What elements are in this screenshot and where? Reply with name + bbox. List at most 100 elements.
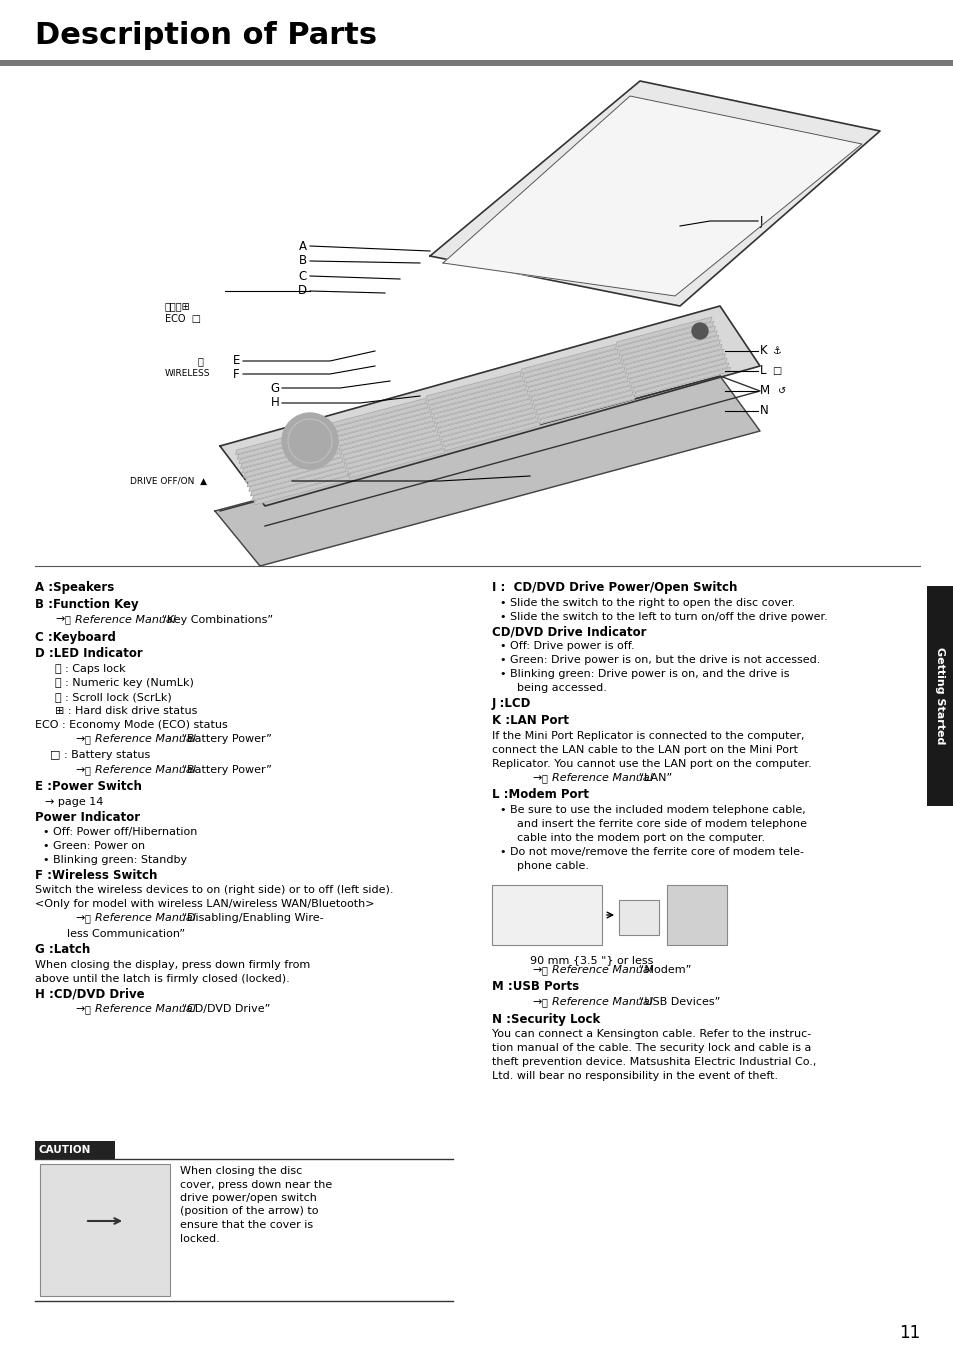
- Polygon shape: [534, 381, 630, 411]
- Polygon shape: [520, 345, 617, 374]
- Text: ⧉: ⧉: [85, 913, 91, 924]
- Text: F :Wireless Switch: F :Wireless Switch: [35, 869, 157, 882]
- Polygon shape: [337, 416, 434, 446]
- Text: ⚓: ⚓: [771, 346, 780, 357]
- Polygon shape: [525, 358, 621, 388]
- Text: Reference Manual: Reference Manual: [95, 735, 195, 744]
- Text: Ⓢ : Scroll lock (ScrLk): Ⓢ : Scroll lock (ScrLk): [55, 692, 172, 703]
- Polygon shape: [620, 331, 717, 361]
- Text: • Slide the switch to the left to turn on/off the drive power.: • Slide the switch to the left to turn o…: [499, 612, 827, 621]
- Text: ⧉: ⧉: [85, 735, 91, 744]
- Text: theft prevention device. Matsushita Electric Industrial Co.,: theft prevention device. Matsushita Elec…: [492, 1058, 816, 1067]
- Text: Ltd. will bear no responsibility in the event of theft.: Ltd. will bear no responsibility in the …: [492, 1071, 778, 1081]
- Text: Ⓝ : Numeric key (NumLk): Ⓝ : Numeric key (NumLk): [55, 678, 193, 688]
- Polygon shape: [425, 372, 521, 401]
- Text: • Off: Power off/Hibernation: • Off: Power off/Hibernation: [43, 827, 197, 836]
- Text: “Disabling/Enabling Wire-: “Disabling/Enabling Wire-: [178, 913, 323, 924]
- Polygon shape: [522, 349, 618, 378]
- Text: I: I: [286, 474, 290, 488]
- Text: You can connect a Kensington cable. Refer to the instruc-: You can connect a Kensington cable. Refe…: [492, 1029, 810, 1039]
- Text: • Be sure to use the included modem telephone cable,: • Be sure to use the included modem tele…: [499, 805, 805, 815]
- Bar: [492, 885, 601, 944]
- Polygon shape: [436, 403, 533, 432]
- Text: When closing the disc: When closing the disc: [180, 1166, 302, 1175]
- Polygon shape: [530, 372, 626, 401]
- Polygon shape: [443, 422, 539, 451]
- Text: ⧉: ⧉: [541, 965, 547, 975]
- Polygon shape: [623, 340, 720, 370]
- Polygon shape: [247, 457, 343, 486]
- Polygon shape: [432, 389, 528, 419]
- Polygon shape: [253, 476, 350, 505]
- Text: cover, press down near the: cover, press down near the: [180, 1179, 332, 1189]
- Text: C: C: [298, 269, 307, 282]
- Polygon shape: [632, 363, 728, 392]
- Text: “LAN”: “LAN”: [635, 773, 672, 782]
- Text: □ : Battery status: □ : Battery status: [50, 750, 150, 759]
- Text: K: K: [760, 345, 767, 358]
- Polygon shape: [251, 466, 347, 496]
- Text: • Off: Drive power is off.: • Off: Drive power is off.: [499, 642, 634, 651]
- Polygon shape: [239, 434, 335, 463]
- Text: J :LCD: J :LCD: [492, 697, 531, 711]
- Polygon shape: [537, 390, 633, 419]
- Text: ⏻: ⏻: [197, 357, 203, 366]
- Text: ⧉: ⧉: [541, 997, 547, 1008]
- Text: “CD/DVD Drive”: “CD/DVD Drive”: [178, 1005, 271, 1015]
- Text: • Green: Drive power is on, but the drive is not accessed.: • Green: Drive power is on, but the driv…: [499, 655, 820, 665]
- Polygon shape: [338, 422, 435, 450]
- Text: ⊞ : Hard disk drive status: ⊞ : Hard disk drive status: [55, 707, 197, 716]
- Text: WIRELESS: WIRELESS: [165, 370, 211, 378]
- Text: B :Function Key: B :Function Key: [35, 597, 138, 611]
- Text: L: L: [760, 365, 765, 377]
- Polygon shape: [332, 403, 428, 432]
- Text: ⒶⓃⓈ⊞: ⒶⓃⓈ⊞: [165, 301, 191, 311]
- Circle shape: [691, 323, 707, 339]
- Text: cable into the modem port on the computer.: cable into the modem port on the compute…: [510, 834, 764, 843]
- Bar: [618, 900, 659, 935]
- Text: “Battery Power”: “Battery Power”: [178, 765, 272, 775]
- Polygon shape: [430, 81, 879, 305]
- Polygon shape: [538, 394, 635, 424]
- Text: • Do not move/remove the ferrite core of modem tele-: • Do not move/remove the ferrite core of…: [499, 847, 803, 857]
- Text: • Blinking green: Drive power is on, and the drive is: • Blinking green: Drive power is on, and…: [499, 669, 789, 680]
- Polygon shape: [529, 367, 624, 396]
- Polygon shape: [634, 367, 730, 397]
- Text: Description of Parts: Description of Parts: [35, 22, 376, 50]
- Text: G: G: [271, 381, 280, 394]
- Polygon shape: [434, 394, 530, 423]
- Text: A :Speakers: A :Speakers: [35, 581, 114, 594]
- Polygon shape: [621, 335, 718, 365]
- Polygon shape: [240, 439, 336, 469]
- Text: 11: 11: [898, 1324, 919, 1342]
- Text: →: →: [75, 735, 84, 744]
- Text: E: E: [233, 354, 240, 367]
- Text: “Battery Power”: “Battery Power”: [178, 735, 272, 744]
- Text: M :USB Ports: M :USB Ports: [492, 981, 578, 993]
- Text: N: N: [760, 404, 768, 417]
- Text: Switch the wireless devices to on (right side) or to off (left side).: Switch the wireless devices to on (right…: [35, 885, 393, 896]
- Text: →: →: [532, 773, 540, 782]
- Polygon shape: [349, 449, 445, 478]
- Text: less Communication”: less Communication”: [67, 929, 185, 939]
- Text: CAUTION: CAUTION: [39, 1146, 91, 1155]
- Polygon shape: [527, 362, 623, 392]
- Polygon shape: [438, 408, 535, 438]
- Polygon shape: [246, 453, 341, 482]
- Text: Getting Started: Getting Started: [935, 647, 944, 744]
- Text: M: M: [760, 385, 769, 397]
- Circle shape: [282, 413, 337, 469]
- Text: L :Modem Port: L :Modem Port: [492, 788, 588, 801]
- Text: ECO : Economy Mode (ECO) status: ECO : Economy Mode (ECO) status: [35, 720, 228, 731]
- Text: → page 14: → page 14: [45, 797, 103, 808]
- Polygon shape: [427, 376, 523, 405]
- Polygon shape: [535, 385, 631, 415]
- Text: □: □: [771, 366, 781, 376]
- Text: CD/DVD Drive Indicator: CD/DVD Drive Indicator: [492, 626, 646, 639]
- Text: →: →: [532, 965, 540, 975]
- Polygon shape: [331, 399, 427, 427]
- Text: “Modem”: “Modem”: [635, 965, 691, 975]
- Text: • Slide the switch to the right to open the disc cover.: • Slide the switch to the right to open …: [499, 597, 795, 608]
- Text: ⧉: ⧉: [85, 765, 91, 775]
- Polygon shape: [523, 353, 619, 382]
